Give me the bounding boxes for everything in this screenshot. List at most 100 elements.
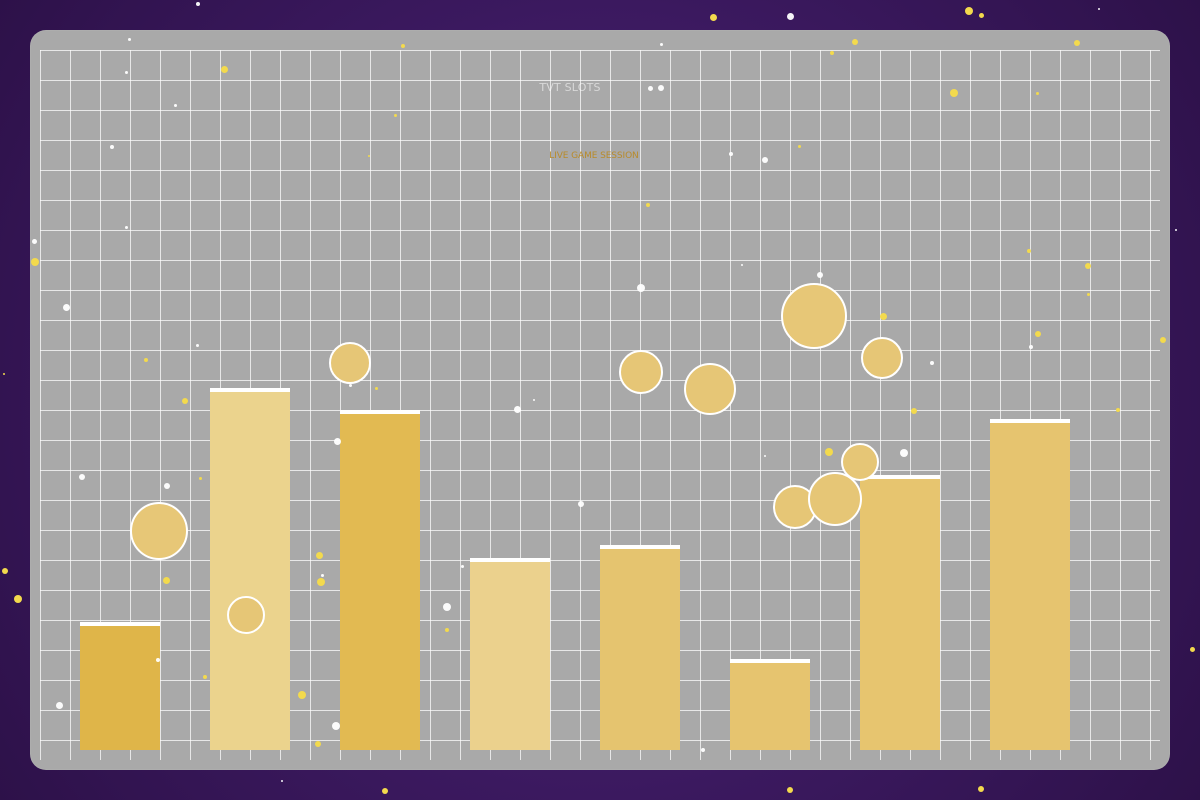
tower-7 — [860, 475, 940, 750]
sparkle-42 — [1029, 345, 1033, 349]
sparkle-49 — [333, 437, 341, 445]
sparkle-40 — [1086, 292, 1090, 296]
sparkle-65 — [203, 675, 207, 679]
sparkle-34 — [637, 284, 645, 292]
coin-orb-4 — [619, 350, 663, 394]
sparkle-32 — [182, 398, 188, 404]
sparkle-28 — [62, 303, 70, 311]
sparkle-67 — [298, 691, 306, 699]
sparkle-9 — [124, 70, 128, 74]
sparkle-61 — [445, 628, 449, 632]
tower-3 — [340, 410, 420, 750]
session-subtitle: LIVE GAME SESSION — [549, 151, 639, 161]
sparkle-23 — [797, 144, 801, 148]
sparkle-14 — [830, 51, 834, 55]
sparkle-44 — [1116, 408, 1120, 412]
sparkle-7 — [1074, 40, 1080, 46]
tower-1 — [80, 622, 160, 750]
sparkle-68 — [55, 701, 63, 709]
sparkle-24 — [950, 89, 958, 97]
sparkle-13 — [852, 39, 858, 45]
sparkle-74 — [978, 786, 984, 792]
sparkle-69 — [332, 722, 340, 730]
sparkle-66 — [156, 658, 160, 662]
sparkle-2 — [709, 13, 717, 21]
sparkle-78 — [741, 264, 743, 266]
sparkle-56 — [317, 578, 325, 586]
tower-5 — [600, 545, 680, 750]
sparkle-30 — [195, 343, 199, 347]
sparkle-41 — [1035, 331, 1041, 337]
sparkle-35 — [817, 272, 823, 278]
sparkle-51 — [374, 386, 378, 390]
sparkle-11 — [401, 44, 405, 48]
sparkle-70 — [315, 741, 321, 747]
sparkle-31 — [144, 358, 148, 362]
sparkle-62 — [162, 576, 170, 584]
sparkle-10 — [220, 65, 228, 73]
tower-8 — [990, 419, 1070, 750]
sparkle-81 — [281, 780, 283, 782]
sparkle-48 — [513, 405, 521, 413]
sparkle-72 — [382, 788, 388, 794]
sparkle-75 — [1189, 646, 1195, 652]
coin-orb-10 — [861, 337, 903, 379]
sparkle-73 — [787, 787, 793, 793]
sparkle-21 — [729, 152, 733, 156]
tower-2 — [210, 388, 290, 750]
sparkle-15 — [173, 103, 177, 107]
sparkle-37 — [930, 361, 934, 365]
sparkle-8 — [127, 37, 131, 41]
coin-orb-9 — [841, 443, 879, 481]
sparkle-47 — [825, 448, 833, 456]
sparkle-43 — [1160, 337, 1166, 343]
coin-orb-3 — [329, 342, 371, 384]
sparkle-54 — [198, 476, 202, 480]
coin-orb-6 — [781, 283, 847, 349]
game-title: TVT SLOTS — [539, 81, 601, 94]
coin-orb-1 — [130, 502, 188, 560]
sparkle-59 — [578, 501, 584, 507]
sparkle-79 — [764, 455, 766, 457]
tower-6 — [730, 659, 810, 750]
sparkle-20 — [658, 85, 664, 91]
sparkle-77 — [533, 399, 535, 401]
sparkle-57 — [320, 573, 324, 577]
coin-orb-2 — [227, 596, 265, 634]
sparkle-60 — [443, 603, 451, 611]
sparkle-25 — [1035, 91, 1039, 95]
coin-orb-8 — [808, 472, 862, 526]
sparkle-46 — [900, 449, 908, 457]
sparkle-19 — [647, 85, 653, 91]
sparkle-4 — [965, 7, 973, 15]
sparkle-6 — [1098, 8, 1100, 10]
coin-orb-5 — [684, 363, 736, 415]
sparkle-50 — [348, 383, 352, 387]
sparkle-26 — [31, 238, 37, 244]
sparkle-36 — [879, 312, 887, 320]
sparkle-38 — [1027, 249, 1031, 253]
sparkle-5 — [978, 12, 984, 18]
sparkle-1 — [196, 2, 200, 6]
sparkle-63 — [14, 595, 22, 603]
sparkle-16 — [110, 145, 114, 149]
sparkle-52 — [79, 474, 85, 480]
tower-4 — [470, 558, 550, 750]
sparkle-76 — [1175, 229, 1177, 231]
sparkle-12 — [659, 42, 663, 46]
sparkle-64 — [2, 568, 8, 574]
sparkle-22 — [762, 157, 768, 163]
sparkle-3 — [786, 12, 794, 20]
sparkle-45 — [911, 408, 917, 414]
sparkle-39 — [1085, 263, 1091, 269]
slot-board: TVT SLOTS LIVE GAME SESSION — [30, 30, 1170, 770]
sparkle-27 — [31, 258, 39, 266]
sparkle-80 — [3, 373, 5, 375]
sparkle-18 — [368, 155, 370, 157]
sparkle-71 — [701, 748, 705, 752]
sparkle-53 — [164, 483, 170, 489]
sparkle-17 — [393, 113, 397, 117]
sparkle-29 — [124, 225, 128, 229]
sparkle-33 — [646, 203, 650, 207]
